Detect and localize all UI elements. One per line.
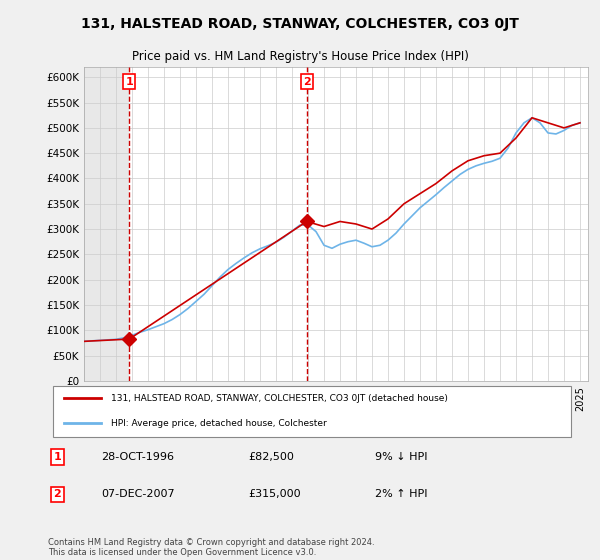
Text: 1: 1 <box>53 452 61 462</box>
Bar <box>129 67 588 381</box>
Text: £82,500: £82,500 <box>248 452 295 462</box>
FancyBboxPatch shape <box>53 386 571 437</box>
Text: 1: 1 <box>125 77 133 87</box>
Text: Price paid vs. HM Land Registry's House Price Index (HPI): Price paid vs. HM Land Registry's House … <box>131 50 469 63</box>
Text: 9% ↓ HPI: 9% ↓ HPI <box>376 452 428 462</box>
Text: 2: 2 <box>53 489 61 500</box>
Text: Contains HM Land Registry data © Crown copyright and database right 2024.
This d: Contains HM Land Registry data © Crown c… <box>48 538 374 557</box>
Text: 131, HALSTEAD ROAD, STANWAY, COLCHESTER, CO3 0JT: 131, HALSTEAD ROAD, STANWAY, COLCHESTER,… <box>81 17 519 31</box>
Text: £315,000: £315,000 <box>248 489 301 500</box>
Text: 28-OCT-1996: 28-OCT-1996 <box>101 452 174 462</box>
Text: 131, HALSTEAD ROAD, STANWAY, COLCHESTER, CO3 0JT (detached house): 131, HALSTEAD ROAD, STANWAY, COLCHESTER,… <box>112 394 448 403</box>
Text: 2: 2 <box>303 77 311 87</box>
Text: 07-DEC-2007: 07-DEC-2007 <box>101 489 175 500</box>
Text: 2% ↑ HPI: 2% ↑ HPI <box>376 489 428 500</box>
Text: HPI: Average price, detached house, Colchester: HPI: Average price, detached house, Colc… <box>112 419 327 428</box>
Bar <box>84 67 129 381</box>
